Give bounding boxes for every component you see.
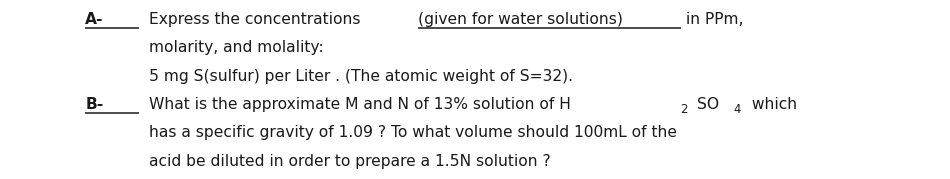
Text: which: which (748, 97, 798, 112)
Text: What is the approximate M and N of 13% solution of H: What is the approximate M and N of 13% s… (149, 97, 571, 112)
Text: molarity, and molality:: molarity, and molality: (149, 40, 323, 55)
Text: B-: B- (86, 97, 104, 112)
Text: acid be diluted in order to prepare a 1.5N solution ?: acid be diluted in order to prepare a 1.… (149, 154, 550, 169)
Text: (given for water solutions): (given for water solutions) (418, 12, 623, 27)
Text: SO: SO (697, 97, 719, 112)
Text: Express the concentrations: Express the concentrations (149, 12, 365, 27)
Text: 4: 4 (733, 103, 741, 116)
Text: A-: A- (86, 12, 104, 27)
Text: 2: 2 (680, 103, 688, 116)
Text: has a specific gravity of 1.09 ? To what volume should 100mL of the: has a specific gravity of 1.09 ? To what… (149, 125, 676, 140)
Text: in PPm,: in PPm, (681, 12, 744, 27)
Text: 5 mg S(sulfur) per Liter . (The atomic weight of S=32).: 5 mg S(sulfur) per Liter . (The atomic w… (149, 69, 573, 84)
